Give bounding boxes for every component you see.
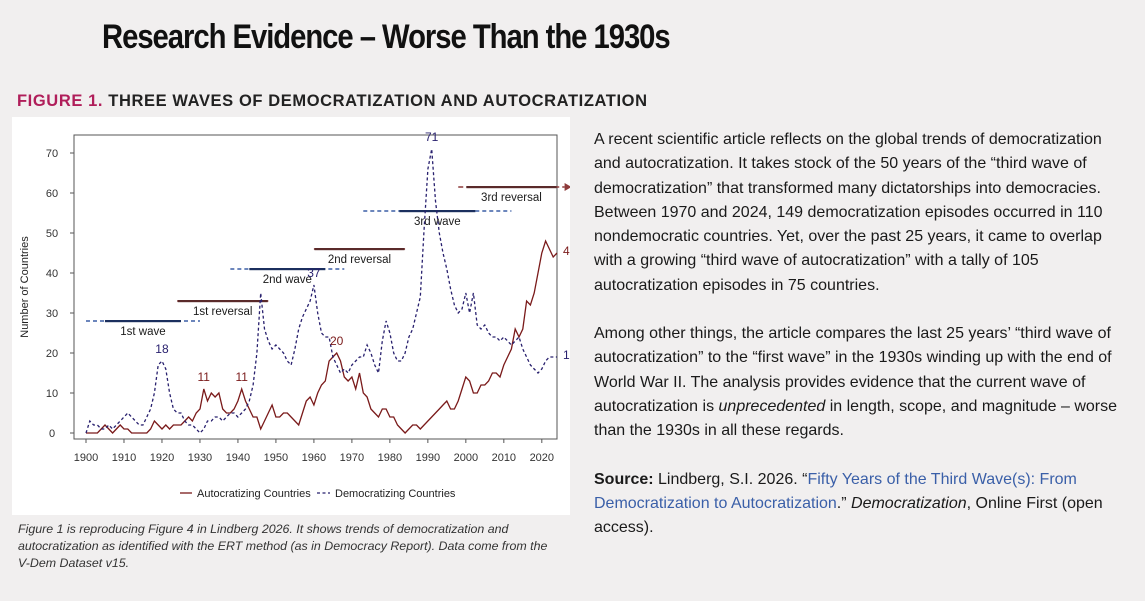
paragraph-1: A recent scientific article reflects on … xyxy=(594,131,1103,294)
paragraph-2-end: in length, scope, and magnitude – worse … xyxy=(594,397,1118,440)
source-journal: Democratization xyxy=(851,494,967,512)
peak-label-democratizing: 37 xyxy=(307,266,321,280)
series-line-autocratizing xyxy=(86,239,558,434)
x-tick-label: 1980 xyxy=(378,452,402,464)
y-tick-label: 60 xyxy=(46,188,58,200)
legend-label-democratizing: Democratizing Countries xyxy=(335,488,456,500)
y-tick-label: 40 xyxy=(46,268,58,280)
period-bar xyxy=(466,186,557,189)
figure-caption: Figure 1 is reproducing Figure 4 in Lind… xyxy=(18,522,548,570)
legend-label-autocratizing: Autocratizing Countries xyxy=(197,488,311,500)
x-tick-label: 1960 xyxy=(302,452,326,464)
figure-heading: FIGURE 1. THREE WAVES OF DEMOCRATIZATION… xyxy=(17,92,648,111)
period-bar xyxy=(177,300,268,303)
period-label: 3rd reversal xyxy=(481,192,542,204)
period-bar xyxy=(249,268,326,271)
x-tick-label: 1950 xyxy=(264,452,288,464)
y-tick-label: 70 xyxy=(46,148,58,160)
period-bar xyxy=(314,248,405,251)
x-tick-label: 1920 xyxy=(150,452,174,464)
y-axis-label: Number of Countries xyxy=(19,236,31,338)
x-tick-label: 2000 xyxy=(454,452,478,464)
period-label: 2nd wave xyxy=(263,274,312,286)
source-close: .” xyxy=(836,494,852,512)
paragraph-2-start: Among other things, the article compares… xyxy=(594,325,1112,415)
figure-title: THREE WAVES OF DEMOCRATIZATION AND AUTOC… xyxy=(108,92,648,110)
peak-label-autocratizing: 45 xyxy=(563,244,570,258)
y-tick-label: 30 xyxy=(46,308,58,320)
period-label: 1st reversal xyxy=(193,306,252,318)
source-author: Lindberg, S.I. 2026. “ xyxy=(653,470,808,488)
source-tail: , Online First (open access). xyxy=(594,494,1103,537)
peak-label-democratizing: 19 xyxy=(563,348,570,362)
x-tick-label: 1910 xyxy=(112,452,136,464)
article-text: A recent scientific article reflects on … xyxy=(594,128,1130,564)
figure-number: FIGURE 1. xyxy=(17,92,104,110)
y-tick-label: 20 xyxy=(46,348,58,360)
period-label: 1st wave xyxy=(120,326,165,338)
paragraph-2: Among other things, the article compares… xyxy=(594,322,1130,443)
reversal-arrow xyxy=(564,183,570,191)
x-tick-label: 1970 xyxy=(340,452,364,464)
x-tick-label: 1990 xyxy=(416,452,440,464)
page-title: Research Evidence – Worse Than the 1930s xyxy=(102,18,671,56)
peak-label-autocratizing: 11 xyxy=(235,370,248,384)
source-article-link[interactable]: Fifty Years of the Third Wave(s): From D… xyxy=(594,470,1077,512)
peak-label-autocratizing: 20 xyxy=(330,334,344,348)
x-tick-label: 1930 xyxy=(188,452,212,464)
peak-label-democratizing: 71 xyxy=(425,130,439,144)
peak-label-democratizing: 18 xyxy=(155,342,169,356)
y-tick-label: 10 xyxy=(46,388,58,400)
plot-frame xyxy=(73,134,558,440)
source-label: Source: xyxy=(594,470,654,488)
x-tick-label: 1940 xyxy=(226,452,250,464)
y-tick-label: 50 xyxy=(46,228,58,240)
y-tick-label: 0 xyxy=(49,428,55,440)
period-bar xyxy=(104,320,181,323)
source-citation: Source: Lindberg, S.I. 2026. “Fifty Year… xyxy=(594,468,1130,541)
x-tick-label: 2020 xyxy=(530,452,554,464)
emphasis-unprecedented: unprecedented xyxy=(718,397,826,415)
period-label: 2nd reversal xyxy=(328,254,391,266)
x-tick-label: 1900 xyxy=(74,452,98,464)
x-tick-label: 2010 xyxy=(492,452,516,464)
chart-panel: 0 10 20 30 40 50 60 70 1900 1910 1920 1930 1940 1950 1… xyxy=(12,117,570,515)
peak-label-autocratizing: 11 xyxy=(198,370,211,384)
